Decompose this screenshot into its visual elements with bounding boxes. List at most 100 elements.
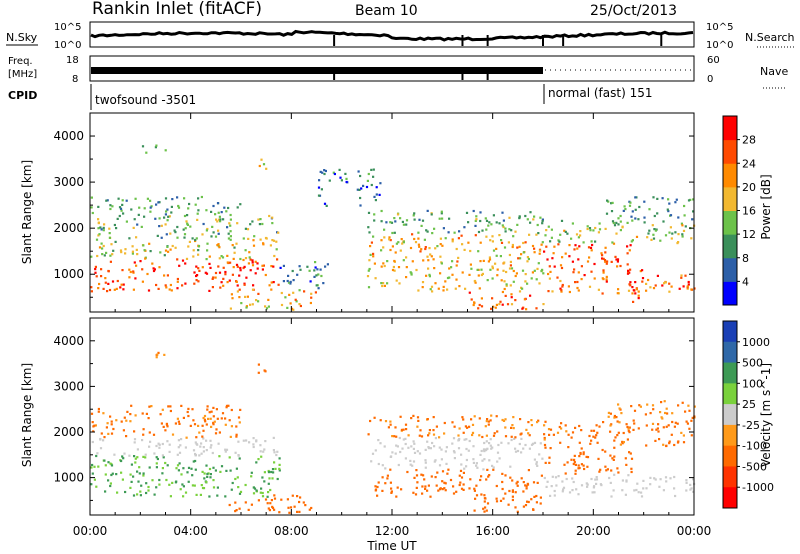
range-cell xyxy=(359,196,362,200)
range-cell xyxy=(609,430,612,433)
range-cell xyxy=(574,469,577,472)
range-cell xyxy=(630,467,633,470)
range-cell xyxy=(206,249,209,252)
range-cell xyxy=(560,266,564,270)
range-cell xyxy=(462,488,465,491)
range-cell xyxy=(271,468,275,471)
range-cell xyxy=(511,243,514,247)
range-cell xyxy=(573,454,576,457)
range-cell xyxy=(516,223,519,226)
range-cell xyxy=(427,446,430,449)
range-cell xyxy=(154,217,157,220)
range-cell xyxy=(612,458,615,461)
range-cell xyxy=(238,288,241,291)
range-cell xyxy=(490,223,493,226)
range-cell xyxy=(443,421,446,425)
freq-tick-high: 18 xyxy=(66,55,79,66)
nave-label: Nave xyxy=(760,65,788,78)
range-cell xyxy=(200,452,203,455)
range-cell xyxy=(580,463,583,466)
range-cell xyxy=(100,275,103,278)
range-cell xyxy=(183,236,186,239)
colorbar-swatch xyxy=(723,445,737,467)
range-cell xyxy=(217,211,220,214)
range-cell xyxy=(93,478,96,481)
range-cell xyxy=(105,199,108,202)
range-cell xyxy=(498,457,501,460)
range-cell xyxy=(235,263,239,266)
range-cell xyxy=(210,410,213,413)
range-cell xyxy=(160,224,163,227)
range-cell xyxy=(632,289,635,292)
range-cell xyxy=(413,212,416,215)
range-cell xyxy=(417,237,420,240)
range-cell xyxy=(502,497,505,500)
range-cell xyxy=(367,286,371,289)
range-cell xyxy=(651,422,655,425)
range-cell xyxy=(271,216,274,219)
range-cell xyxy=(120,459,123,463)
x-tick-label: 16:00 xyxy=(475,524,510,538)
range-cell xyxy=(184,227,187,230)
range-cell xyxy=(379,182,382,185)
range-cell xyxy=(389,239,392,242)
range-cell xyxy=(674,494,677,498)
range-cell xyxy=(453,457,456,460)
range-cell xyxy=(621,479,624,482)
range-cell xyxy=(687,280,690,284)
range-cell xyxy=(186,222,189,225)
range-cell xyxy=(516,246,519,249)
range-cell xyxy=(399,217,402,220)
range-cell xyxy=(220,281,223,284)
range-cell xyxy=(461,271,464,274)
range-cell xyxy=(180,404,183,407)
range-cell xyxy=(618,421,621,424)
range-cell xyxy=(468,291,471,294)
range-cell xyxy=(418,452,422,455)
range-cell xyxy=(214,271,218,275)
range-cell xyxy=(132,271,135,274)
range-cell xyxy=(610,469,613,472)
range-cell xyxy=(616,258,620,261)
range-cell xyxy=(391,245,394,248)
range-cell xyxy=(592,486,595,489)
range-cell xyxy=(586,485,589,488)
range-cell xyxy=(272,265,275,268)
range-cell xyxy=(455,247,458,251)
range-cell xyxy=(420,473,423,476)
range-cell xyxy=(292,279,295,282)
range-cell xyxy=(166,425,169,428)
range-cell xyxy=(613,446,616,449)
range-cell xyxy=(289,282,292,285)
range-cell xyxy=(626,425,629,429)
range-cell xyxy=(615,232,618,235)
range-cell xyxy=(559,233,562,236)
range-cell xyxy=(97,205,100,208)
range-cell xyxy=(521,269,525,272)
range-cell xyxy=(158,478,161,482)
range-cell xyxy=(576,286,579,290)
range-cell xyxy=(661,284,664,287)
range-cell xyxy=(262,450,265,453)
range-cell xyxy=(540,270,543,273)
range-cell xyxy=(340,179,343,182)
range-cell xyxy=(444,237,447,240)
range-cell xyxy=(469,263,472,266)
range-cell xyxy=(106,422,109,425)
range-cell xyxy=(265,307,269,310)
range-cell xyxy=(441,470,445,473)
range-cell xyxy=(549,428,553,431)
range-cell xyxy=(594,478,597,481)
range-cell xyxy=(132,494,136,497)
range-cell xyxy=(609,454,612,457)
range-cell xyxy=(447,231,450,234)
range-cell xyxy=(634,208,637,211)
range-cell xyxy=(460,487,464,490)
range-cell xyxy=(267,507,270,510)
range-cell xyxy=(462,483,465,486)
colorbar-tick-label: 8 xyxy=(742,252,749,265)
range-cell xyxy=(245,439,248,442)
range-cell xyxy=(613,439,616,442)
range-cell xyxy=(119,249,123,252)
